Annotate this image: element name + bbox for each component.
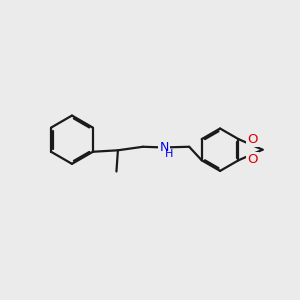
Text: O: O [248, 133, 258, 146]
Text: O: O [248, 153, 258, 167]
Text: H: H [165, 149, 174, 159]
Text: N: N [159, 141, 169, 154]
